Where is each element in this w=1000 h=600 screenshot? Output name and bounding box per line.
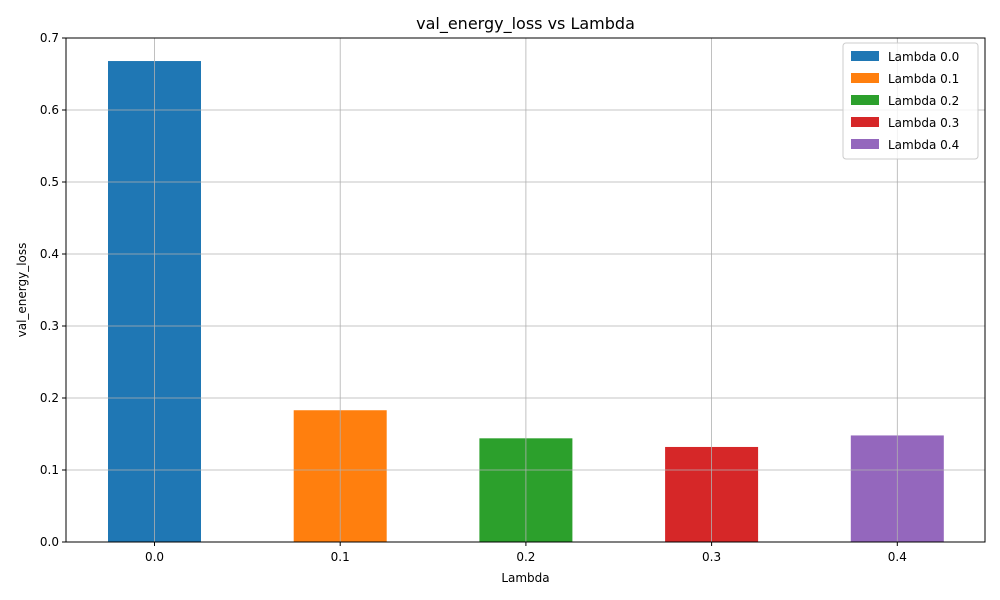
- legend-frame: [842, 42, 979, 160]
- legend-swatch: [851, 139, 879, 149]
- x-tick-label: 0.1: [331, 550, 350, 564]
- y-tick-label: 0.5: [40, 175, 59, 189]
- y-tick-label: 0.1: [40, 463, 59, 477]
- legend: Lambda 0.0 Lambda 0.1 Lambda 0.2 Lambda 0.3…: [842, 42, 979, 160]
- y-tick-label: 0.2: [40, 391, 59, 405]
- chart-title: val_energy_loss vs Lambda: [416, 14, 635, 34]
- legend-label: Lambda 0.1: [888, 72, 959, 86]
- x-tick-label: 0.3: [702, 550, 721, 564]
- legend-swatch: [851, 117, 879, 127]
- y-axis-label: val_energy_loss: [15, 243, 29, 338]
- legend-swatch: [851, 51, 879, 61]
- legend-label: Lambda 0.2: [888, 94, 959, 108]
- y-tick-label: 0.4: [40, 247, 59, 261]
- legend-swatch: [851, 73, 879, 83]
- y-tick-label: 0.6: [40, 103, 59, 117]
- legend-swatch: [851, 95, 879, 105]
- x-axis: 0.0 0.1 0.2 0.3 0.4: [145, 542, 907, 564]
- y-tick-label: 0.3: [40, 319, 59, 333]
- x-tick-label: 0.0: [145, 550, 164, 564]
- x-tick-label: 0.4: [888, 550, 907, 564]
- y-tick-label: 0.0: [40, 535, 59, 549]
- legend-label: Lambda 0.0: [888, 50, 959, 64]
- y-axis: 0.0 0.1 0.2 0.3 0.4 0.5 0.6 0.7: [40, 31, 66, 549]
- x-axis-label: Lambda: [501, 571, 549, 585]
- legend-label: Lambda 0.3: [888, 116, 959, 130]
- y-tick-label: 0.7: [40, 31, 59, 45]
- legend-label: Lambda 0.4: [888, 138, 959, 152]
- x-tick-label: 0.2: [516, 550, 535, 564]
